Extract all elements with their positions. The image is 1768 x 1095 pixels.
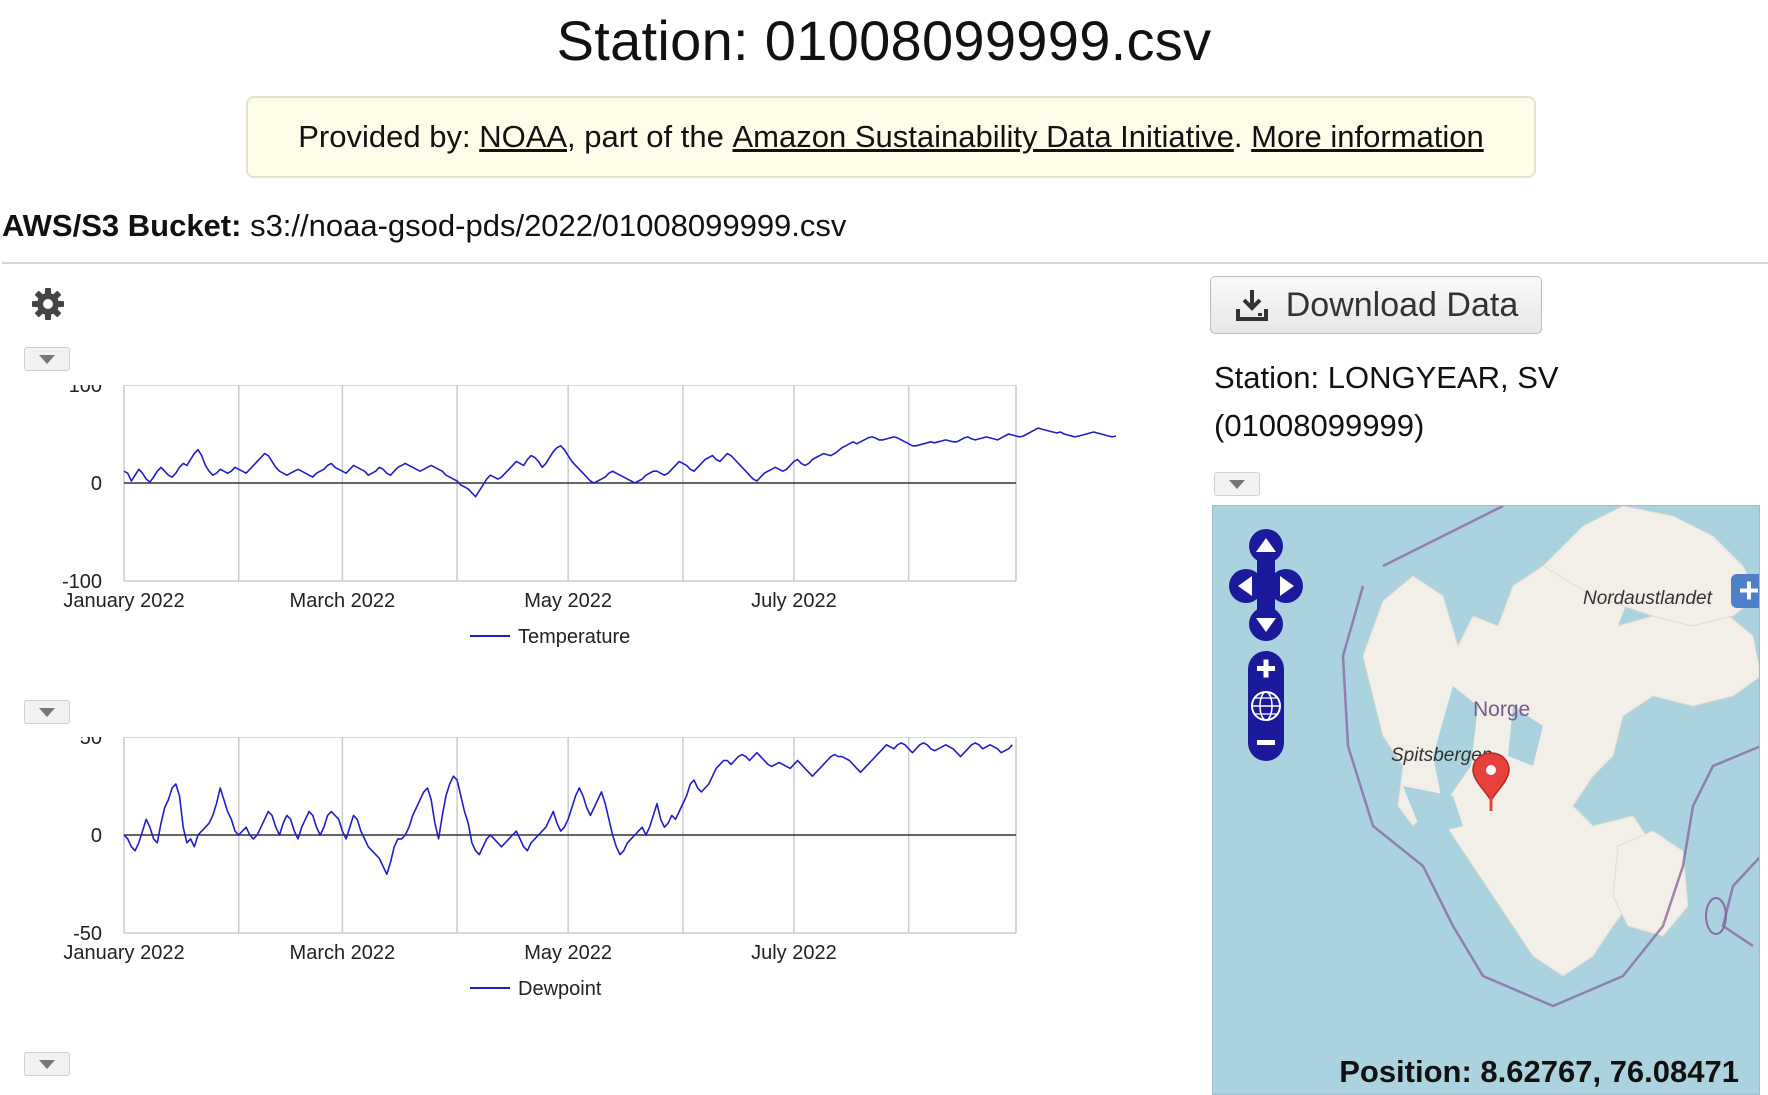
pan-left-icon[interactable] (1229, 569, 1263, 603)
zoom-in-icon[interactable] (1257, 659, 1275, 678)
pan-control (1229, 529, 1303, 641)
x-tick-label: July 2022 (751, 590, 837, 612)
caret-down-icon (39, 354, 55, 364)
x-tick-label: July 2022 (751, 942, 837, 964)
map-label-norge: Norge (1473, 698, 1530, 721)
x-tick-label: May 2022 (524, 942, 612, 964)
maritime-boundary-north (1382, 506, 1504, 568)
y-tick-label: 100 (69, 385, 102, 397)
caret-down-icon (39, 707, 55, 717)
caret-down-icon (1229, 479, 1245, 489)
y-tick-label: -100 (62, 571, 102, 593)
download-label: Download Data (1285, 285, 1519, 324)
y-tick-label: 0 (91, 825, 102, 847)
zoom-out-icon[interactable] (1257, 740, 1275, 745)
page-title: Station: 01008099999.csv (556, 9, 1212, 72)
map-menu-toggle[interactable] (1214, 472, 1260, 496)
map-canvas[interactable]: Nordaustlandet Norge Spitsbergen (1213, 506, 1760, 1095)
zoom-world-icon[interactable] (1251, 691, 1281, 721)
station-marker-icon[interactable] (1472, 752, 1510, 811)
pan-up-icon[interactable] (1249, 529, 1283, 563)
station-id-line: (01008099999) (1214, 408, 1425, 443)
series-line-temperature (123, 427, 1117, 498)
station-info: Station: LONGYEAR, SV (01008099999) (1214, 354, 1634, 450)
provider-dot: . (1233, 119, 1252, 154)
initiative-link[interactable]: Amazon Sustainability Data Initiative (732, 119, 1234, 154)
pan-right-icon[interactable] (1269, 569, 1303, 603)
provider-notice: Provided by: NOAA , part of the Amazon S… (246, 96, 1536, 178)
station-name-line: Station: LONGYEAR, SV (1214, 360, 1559, 395)
bucket-path: s3://noaa-gsod-pds/2022/01008099999.csv (241, 208, 847, 243)
chart2-menu-toggle[interactable] (24, 700, 70, 724)
chart1-menu-toggle[interactable] (24, 347, 70, 371)
x-tick-label: January 2022 (63, 942, 184, 964)
provider-prefix: Provided by: (298, 119, 480, 154)
settings-gear-icon[interactable] (30, 286, 66, 322)
y-tick-label: 50 (80, 737, 102, 749)
download-icon (1235, 290, 1268, 321)
x-tick-label: May 2022 (524, 590, 612, 612)
zoom-control (1248, 651, 1284, 761)
position-readout: Position: 8.62767, 76.08471 (1339, 1054, 1739, 1089)
chart3-menu-toggle[interactable] (24, 1052, 70, 1076)
bucket-line: AWS/S3 Bucket: s3://noaa-gsod-pds/2022/0… (2, 208, 846, 244)
divider (2, 262, 1768, 264)
map-label-spitsbergen: Spitsbergen (1391, 745, 1492, 766)
x-tick-label: March 2022 (290, 590, 396, 612)
x-tick-label: January 2022 (63, 590, 184, 612)
caret-down-icon (39, 1059, 55, 1069)
bucket-label: AWS/S3 Bucket: (2, 208, 242, 243)
map-label-nordaustlandet: Nordaustlandet (1583, 588, 1713, 609)
y-tick-label: 0 (91, 473, 102, 495)
legend-label: Dewpoint (518, 978, 602, 1000)
y-tick-label: -50 (73, 923, 102, 945)
legend-label: Temperature (518, 626, 630, 648)
layer-switcher-plus-icon[interactable] (1731, 574, 1760, 608)
maritime-boundary-east (1721, 856, 1759, 948)
provider-middle: , part of the (567, 119, 733, 154)
maritime-boundary (1341, 585, 1759, 1008)
x-tick-label: March 2022 (290, 942, 396, 964)
noaa-link[interactable]: NOAA (479, 119, 568, 154)
series-line-dewpoint (123, 742, 1013, 875)
download-data-button[interactable]: Download Data (1210, 276, 1542, 334)
more-information-link[interactable]: More information (1251, 119, 1484, 154)
station-map[interactable]: Nordaustlandet Norge Spitsbergen (1212, 505, 1760, 1095)
